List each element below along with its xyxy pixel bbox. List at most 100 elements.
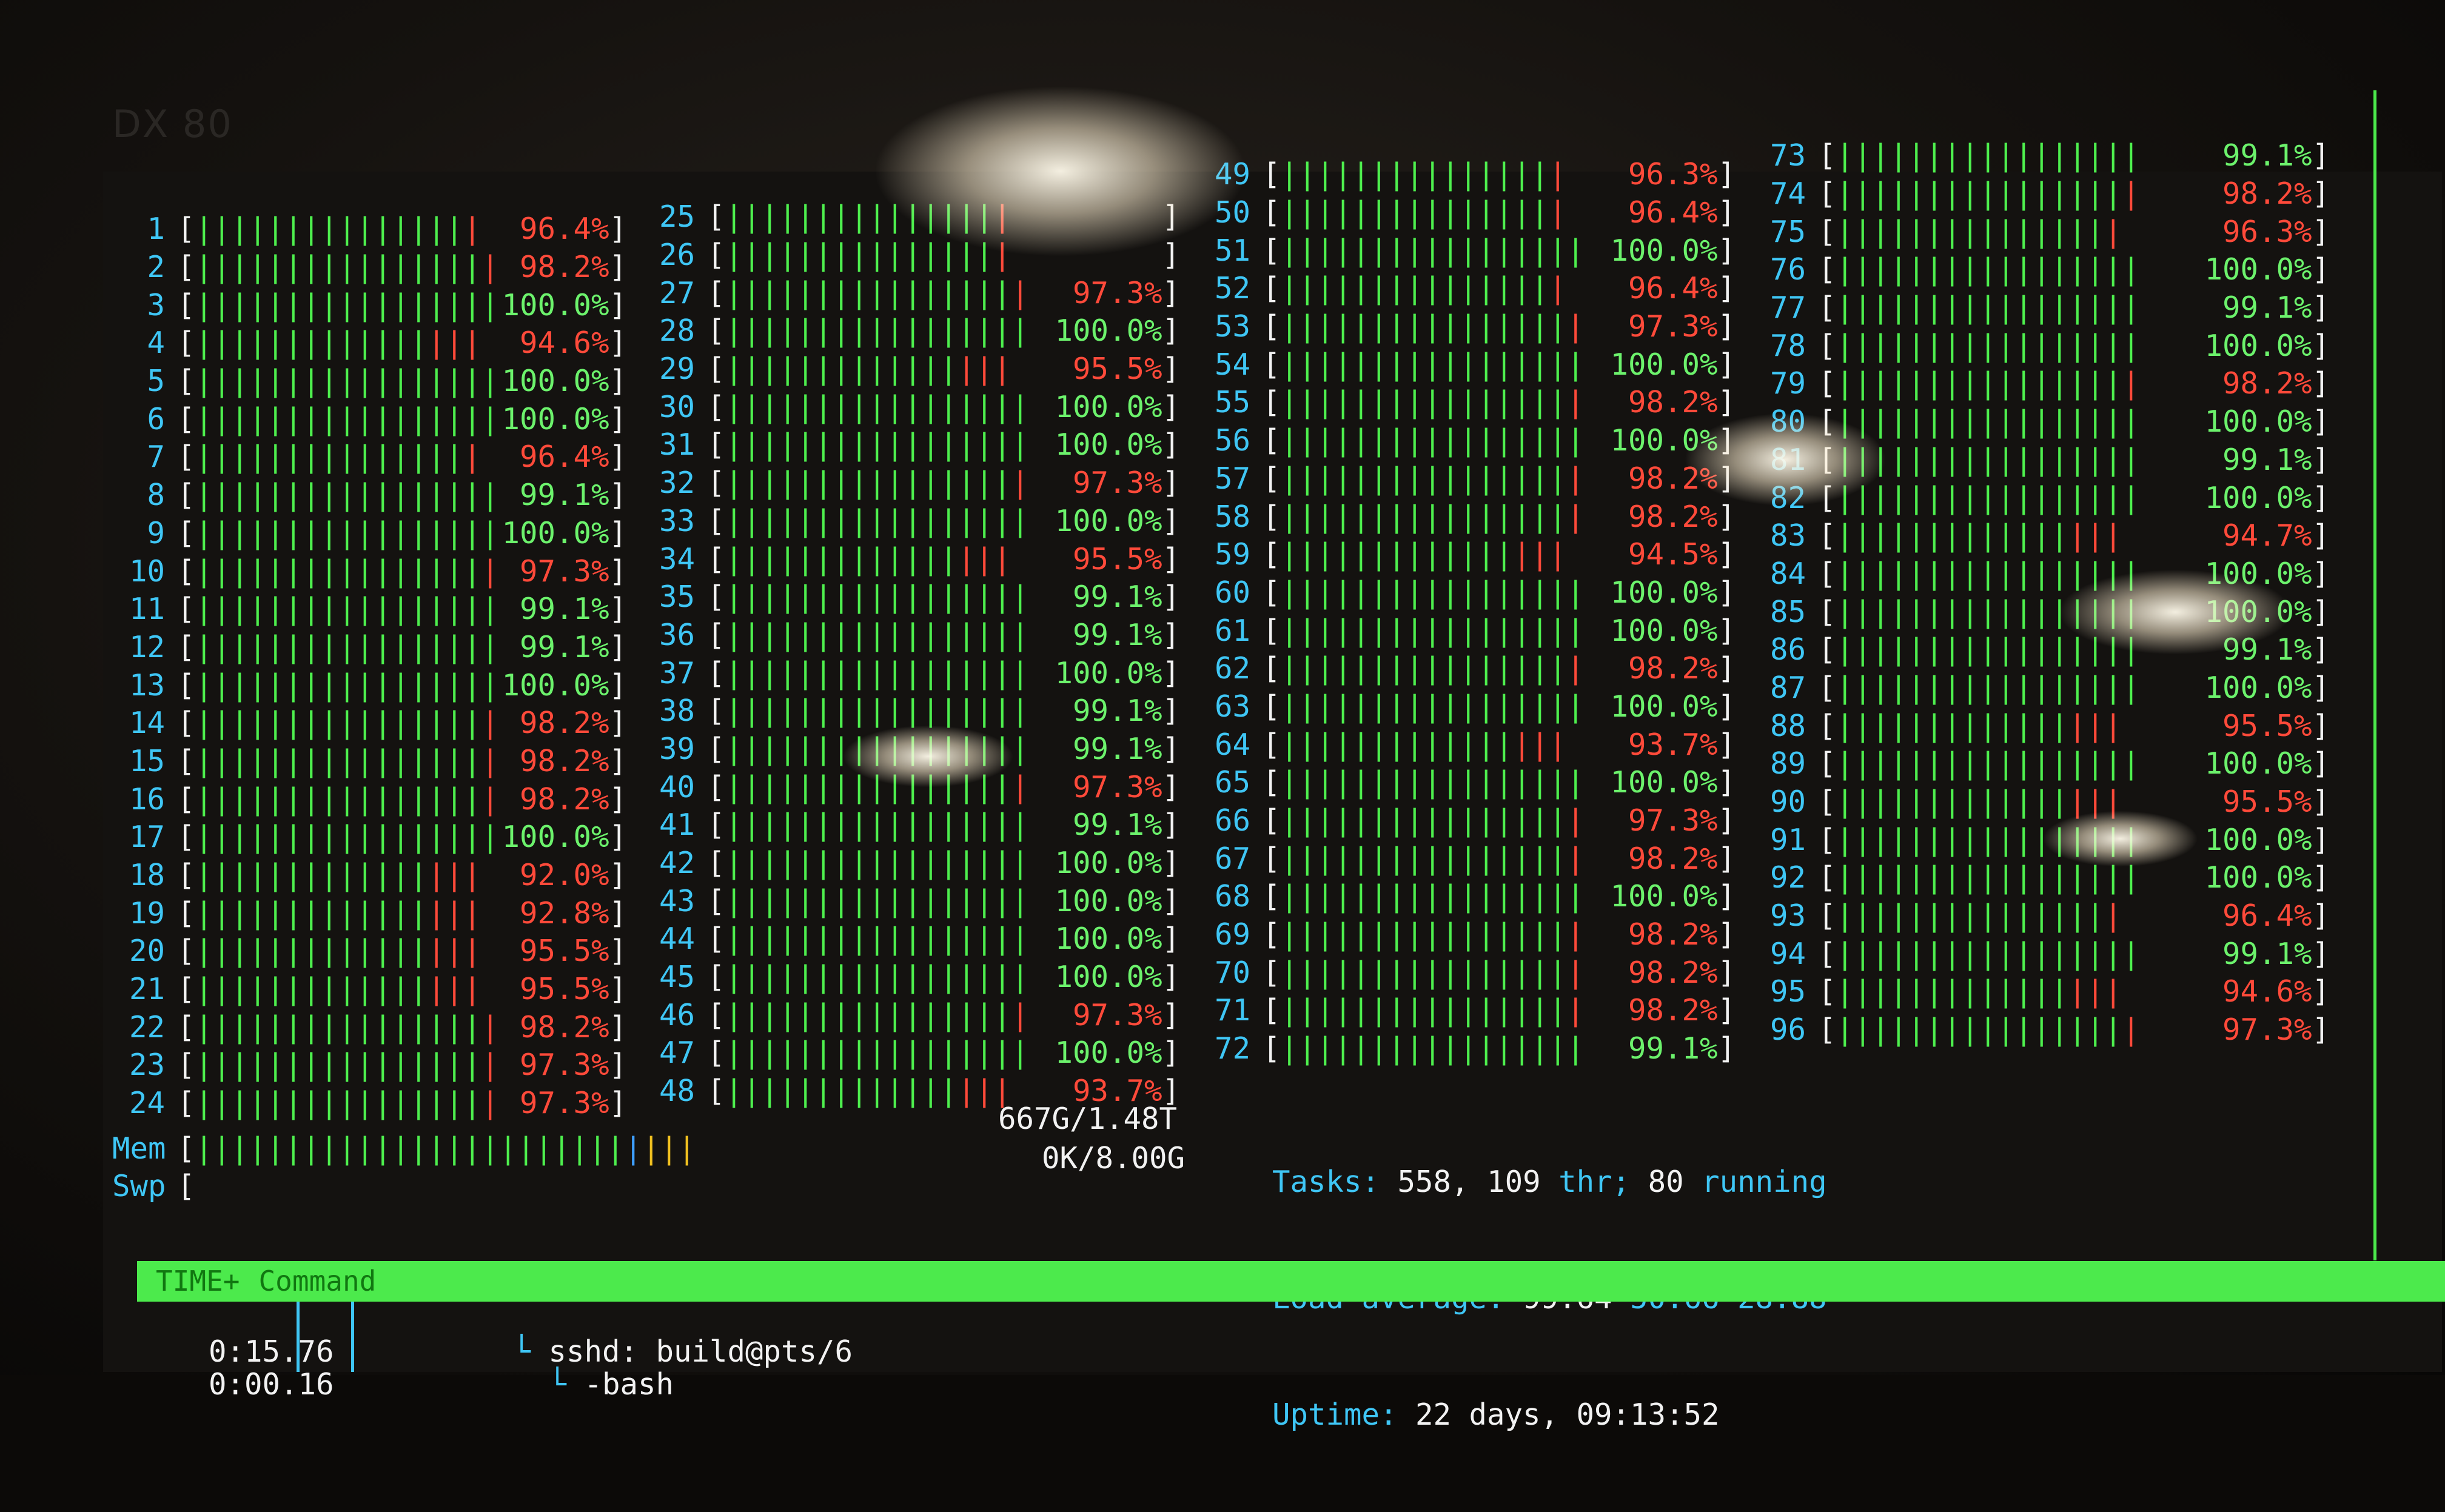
cpu-percent: 100.0% (1610, 347, 1718, 382)
cpu-percent: 100.0% (501, 364, 609, 399)
cpu-meter-58: 58 [||||||||||||||||| 98.2%] (1198, 498, 1736, 536)
kernel-usage-segment: | (1566, 841, 1585, 876)
bracket: ] (2312, 822, 2330, 857)
cpu-percent: 98.2% (519, 743, 609, 778)
bracket: [ (1818, 214, 1836, 249)
cpu-number: 68 (1214, 879, 1250, 914)
cpu-usage-bar: ||||||||||||||||| (1836, 176, 2141, 212)
column-header-command[interactable]: Command (258, 1265, 377, 1297)
cpu-number: 39 (659, 731, 695, 766)
cpu-number: 69 (1214, 917, 1250, 952)
cpu-usage-bar: |||||||||||||||| (195, 972, 481, 1007)
cpu-usage-bar: ||||||||||||||||| (725, 960, 1030, 995)
kernel-usage-segment: | (1566, 955, 1585, 990)
bracket: [ (1818, 632, 1836, 667)
cpu-number: 11 (129, 592, 165, 627)
bracket: ] (1717, 461, 1736, 496)
bracket: [ (1263, 955, 1281, 990)
cpu-percent: 99.1% (1072, 731, 1162, 766)
process-time: 0:15.76 (209, 1334, 334, 1369)
cpu-meter-25: 25 [||||||||||||||||] (642, 198, 1180, 236)
cpu-percent: 100.0% (1610, 233, 1718, 268)
cpu-usage-bar: |||||||||||||||| (195, 858, 481, 893)
cpu-meter-93: 93 [|||||||||||||||| 96.4%] (1753, 897, 2330, 935)
cpu-percent: 97.3% (1628, 309, 1718, 344)
cpu-number: 90 (1769, 784, 1806, 820)
bracket: [ (707, 427, 725, 463)
cpu-usage-bar: ||||||||||||||||| (1280, 575, 1585, 610)
bracket: [ (707, 580, 725, 615)
cpu-usage-bar: ||||||||||||||||| (1280, 765, 1585, 800)
cpu-percent: 99.1% (1072, 694, 1162, 729)
kernel-usage-segment: | (993, 199, 1011, 235)
cpu-number: 16 (129, 781, 165, 817)
cpu-usage-bar: |||||||||||||||| (1836, 708, 2122, 743)
bracket: ] (609, 667, 627, 703)
cpu-usage-bar: |||||||||||||||| (725, 1074, 1011, 1109)
bracket: ] (609, 440, 627, 475)
cpu-number: 92 (1769, 860, 1806, 895)
bracket: [ (1818, 328, 1836, 363)
cpu-meter-74: 74 [||||||||||||||||| 98.2%] (1753, 175, 2330, 213)
cpu-percent: 100.0% (2204, 404, 2312, 440)
cpu-usage-bar: ||||||||||||||||| (1836, 404, 2141, 440)
kernel-usage-segment: | (463, 212, 481, 247)
kernel-usage-segment: | (1566, 917, 1585, 952)
cpu-usage-bar: |||||||||||||||| (195, 895, 481, 931)
cpu-percent: 100.0% (2204, 328, 2312, 363)
bracket: ] (609, 706, 627, 741)
cpu-number: 66 (1214, 803, 1250, 838)
cpu-meter-73: 73 [||||||||||||||||| 99.1%] (1753, 137, 2330, 175)
cpu-usage-bar: ||||||||||||||||| (1836, 442, 2141, 477)
cpu-meter-38: 38 [||||||||||||||||| 99.1%] (642, 692, 1180, 731)
cpu-percent: 98.2% (1628, 385, 1718, 420)
cpu-number: 30 (659, 389, 695, 424)
cpu-percent: 96.4% (1628, 195, 1718, 230)
cpu-percent: 97.3% (2222, 1012, 2312, 1048)
bracket: [ (707, 617, 725, 652)
cpu-meter-13: 13 [||||||||||||||||| 100.0%] (112, 666, 627, 704)
process-row[interactable]: 0:00.16 └ -bash (137, 1337, 674, 1432)
cpu-meter-44: 44 [||||||||||||||||| 100.0%] (642, 920, 1180, 958)
cpu-percent: 100.0% (1055, 846, 1162, 881)
cpu-number: 71 (1214, 993, 1250, 1028)
cpu-usage-bar: ||||||||||||||||| (725, 808, 1030, 843)
kernel-usage-segment: | (2122, 176, 2141, 212)
cpu-usage-bar: ||||||||||||||||| (725, 922, 1030, 957)
bracket: [ (707, 313, 725, 349)
cpu-percent: 100.0% (2204, 556, 2312, 591)
cpu-meter-7: 7 [|||||||||||||||| 96.4%] (112, 438, 627, 477)
bracket: ] (609, 934, 627, 969)
bracket: ] (1162, 694, 1180, 729)
cpu-number: 37 (659, 655, 695, 691)
threads-count: 109 (1487, 1165, 1541, 1199)
kernel-usage-segment: ||| (2068, 518, 2122, 554)
cpu-percent: 99.1% (519, 592, 609, 627)
cpu-number: 47 (659, 1035, 695, 1071)
bracket: [ (177, 287, 195, 323)
cpu-number: 64 (1214, 727, 1250, 762)
cpu-meter-23: 23 [||||||||||||||||| 97.3%] (112, 1046, 627, 1085)
bracket: ] (1162, 922, 1180, 957)
bracket: [ (1263, 841, 1281, 876)
kernel-usage-segment: ||| (958, 352, 1011, 387)
cpu-usage-bar: ||||||||||||||||| (1836, 290, 2141, 326)
cpu-percent: 100.0% (2204, 594, 2312, 629)
bracket: ] (1162, 655, 1180, 691)
bracket: [ (1263, 993, 1281, 1028)
process-row[interactable]: 0:15.76 └ sshd: build@pts/6 (137, 1305, 853, 1399)
cpu-meter-75: 75 [|||||||||||||||| 96.3%] (1753, 213, 2330, 251)
cpu-percent: 99.1% (2222, 442, 2312, 477)
cpu-percent: 97.3% (1072, 769, 1162, 805)
bracket: [ (1818, 252, 1836, 287)
cpu-meter-54: 54 [||||||||||||||||| 100.0%] (1198, 346, 1736, 384)
bracket: [ (1263, 765, 1281, 800)
cpu-usage-bar: ||||||||||||||||| (195, 704, 494, 742)
bracket: ] (1162, 580, 1180, 615)
cpu-number: 96 (1769, 1012, 1806, 1048)
cpu-number: 31 (659, 427, 695, 463)
cpu-meter-78: 78 [||||||||||||||||| 100.0%] (1753, 327, 2330, 365)
cpu-number: 49 (1214, 157, 1250, 192)
bracket: ] (1162, 960, 1180, 995)
column-header-time[interactable]: TIME+ (156, 1265, 240, 1297)
